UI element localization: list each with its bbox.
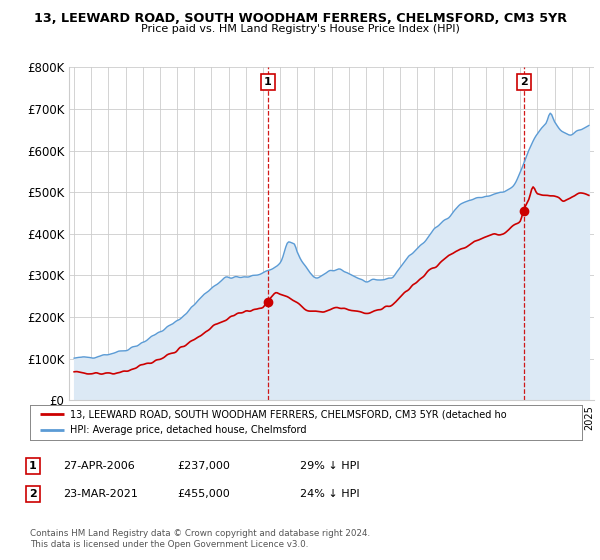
Text: Contains HM Land Registry data © Crown copyright and database right 2024.
This d: Contains HM Land Registry data © Crown c… — [30, 529, 370, 549]
Text: 1: 1 — [29, 461, 37, 471]
Text: 13, LEEWARD ROAD, SOUTH WOODHAM FERRERS, CHELMSFORD, CM3 5YR: 13, LEEWARD ROAD, SOUTH WOODHAM FERRERS,… — [34, 12, 566, 25]
Text: 29% ↓ HPI: 29% ↓ HPI — [300, 461, 359, 471]
Text: 24% ↓ HPI: 24% ↓ HPI — [300, 489, 359, 499]
Text: 23-MAR-2021: 23-MAR-2021 — [63, 489, 138, 499]
Text: £237,000: £237,000 — [177, 461, 230, 471]
Text: Price paid vs. HM Land Registry's House Price Index (HPI): Price paid vs. HM Land Registry's House … — [140, 24, 460, 34]
Text: 2: 2 — [29, 489, 37, 499]
Text: 13, LEEWARD ROAD, SOUTH WOODHAM FERRERS, CHELMSFORD, CM3 5YR (detached ho: 13, LEEWARD ROAD, SOUTH WOODHAM FERRERS,… — [70, 409, 506, 419]
Text: HPI: Average price, detached house, Chelmsford: HPI: Average price, detached house, Chel… — [70, 425, 306, 435]
Text: 2: 2 — [520, 77, 527, 87]
Text: 27-APR-2006: 27-APR-2006 — [63, 461, 135, 471]
Text: £455,000: £455,000 — [177, 489, 230, 499]
Text: 1: 1 — [264, 77, 272, 87]
